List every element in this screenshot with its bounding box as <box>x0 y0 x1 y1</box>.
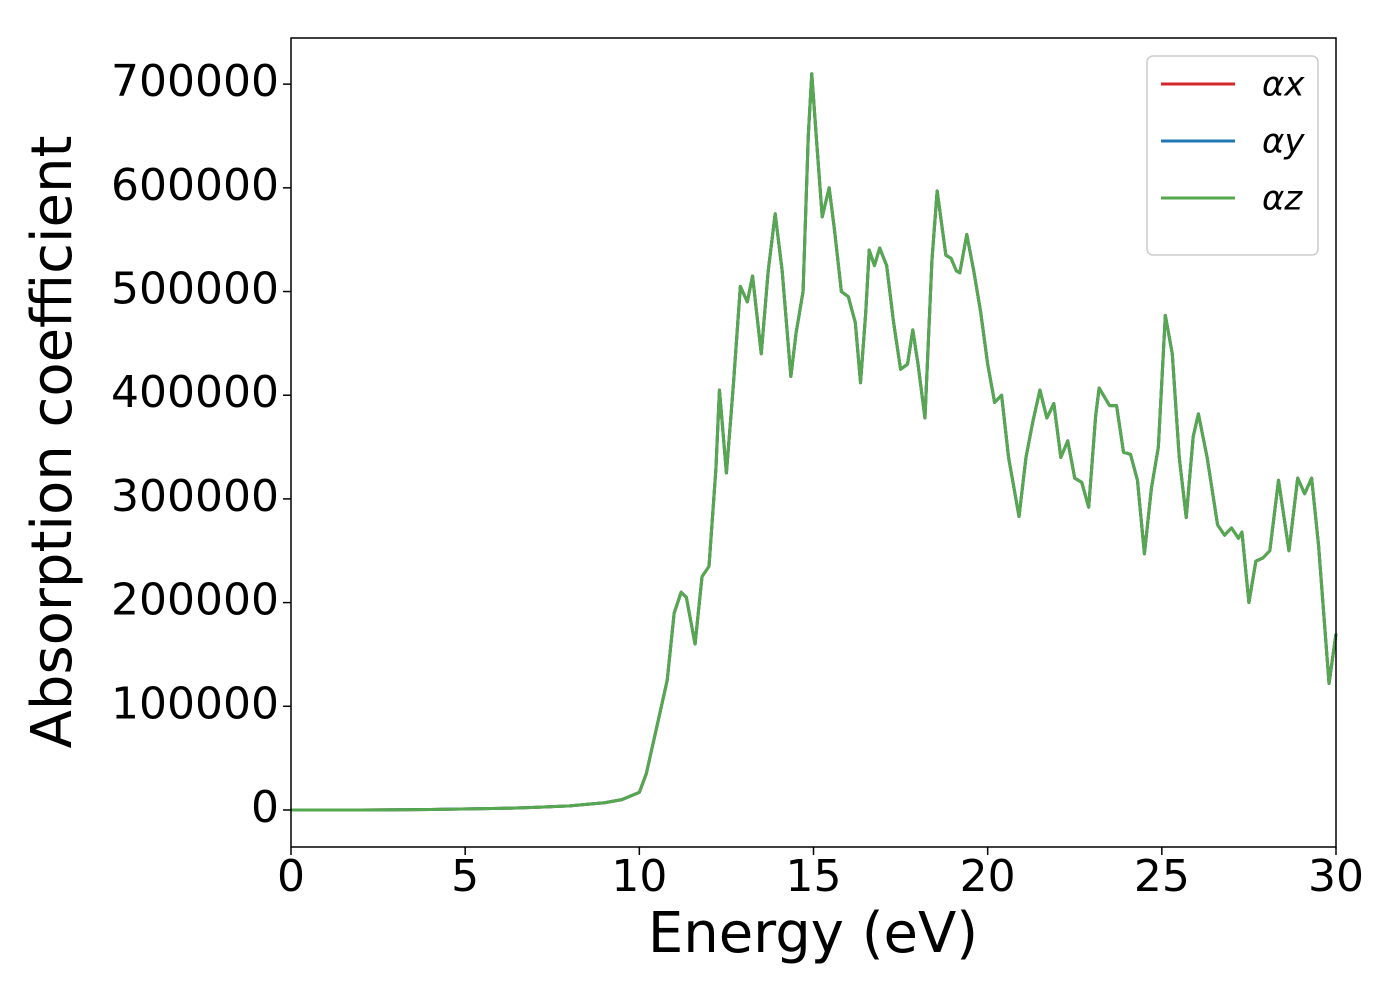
y-tick-label: 300000 <box>111 471 279 522</box>
y-axis-label: Absorption coefficient <box>20 136 85 749</box>
y-tick-label: 700000 <box>111 56 279 107</box>
x-tick-label: 15 <box>786 851 842 902</box>
x-tick-label: 25 <box>1134 851 1190 902</box>
x-tick-label: 10 <box>611 851 667 902</box>
data-line <box>291 72 1338 812</box>
plot-frame <box>290 37 1337 848</box>
legend-label: αz <box>1262 179 1303 219</box>
x-tick-label: 0 <box>277 851 305 902</box>
legend-label: αx <box>1262 65 1305 105</box>
y-tick-label: 200000 <box>111 575 279 626</box>
y-tick-label: 400000 <box>111 367 279 418</box>
y-tick-label: 100000 <box>111 678 279 729</box>
x-tick-label: 30 <box>1308 851 1364 902</box>
x-axis-label: Energy (eV) <box>648 901 978 966</box>
x-tick-label: 5 <box>451 851 479 902</box>
y-tick-label: 600000 <box>111 160 279 211</box>
x-tick-label: 20 <box>960 851 1016 902</box>
legend-label: αy <box>1262 122 1305 162</box>
legend-box <box>1146 55 1319 256</box>
y-tick-label: 500000 <box>111 264 279 315</box>
y-tick-label: 0 <box>251 782 279 833</box>
